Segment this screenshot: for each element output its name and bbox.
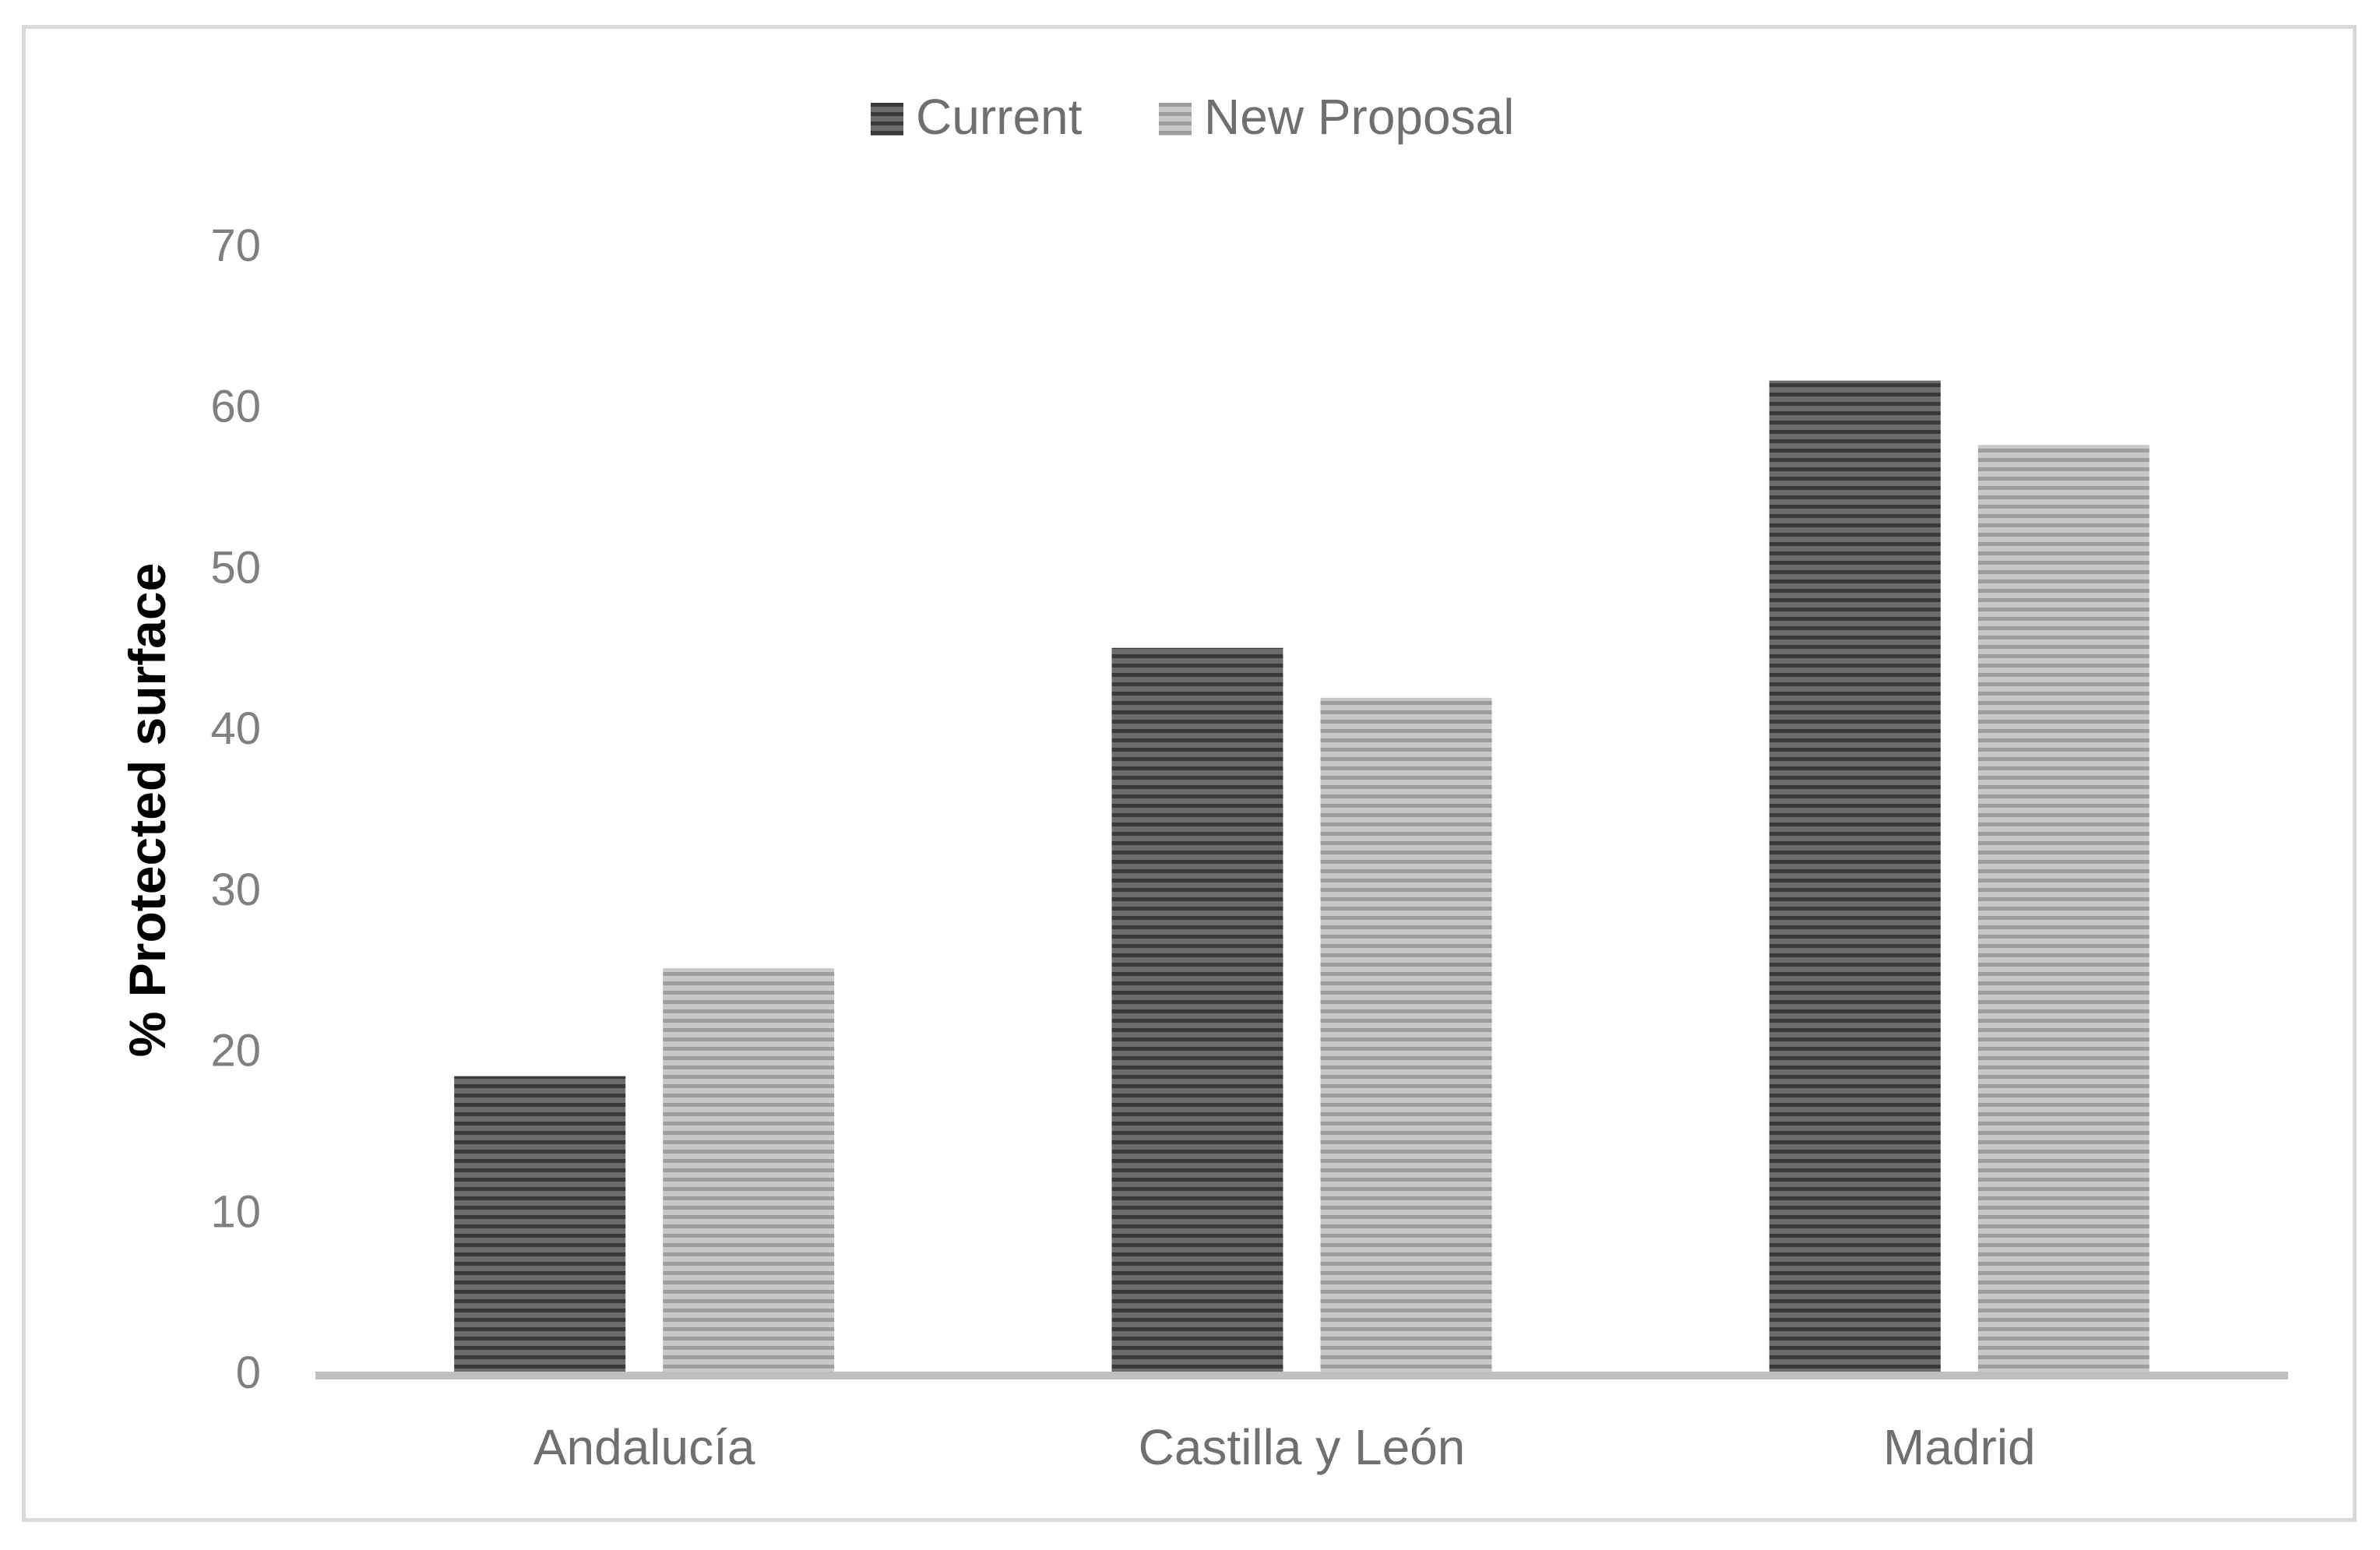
legend: Current New Proposal <box>871 89 1514 145</box>
bar-new-proposal-2 <box>1977 445 2149 1373</box>
bar-new-proposal-1 <box>1320 697 1492 1372</box>
y-tick-label: 20 <box>210 1026 261 1076</box>
x-category-label: Madrid <box>1883 1419 2036 1475</box>
y-tick-label: 30 <box>210 865 261 915</box>
bar-current-0 <box>454 1076 626 1372</box>
y-tick-label: 70 <box>210 220 261 271</box>
legend-swatch-new-proposal <box>1159 103 1192 136</box>
y-tick-label: 10 <box>210 1186 261 1237</box>
legend-label-new-proposal: New Proposal <box>1204 89 1514 145</box>
y-tick-label: 0 <box>236 1347 261 1398</box>
legend-label-current: Current <box>916 89 1083 145</box>
x-category-label: Castilla y León <box>1139 1419 1466 1475</box>
x-category-label: Andalucía <box>533 1419 755 1475</box>
y-tick-label: 40 <box>210 703 261 754</box>
legend-swatch-current <box>871 103 903 136</box>
y-axis-title: % Protected surface <box>118 563 176 1058</box>
x-axis-labels: Andalucía Castilla y León Madrid <box>533 1419 2036 1475</box>
bars <box>454 380 2149 1373</box>
bar-current-1 <box>1111 647 1283 1372</box>
y-tick-label: 50 <box>210 542 261 593</box>
y-tick-label: 60 <box>210 382 261 432</box>
bar-current-2 <box>1769 380 1941 1372</box>
bar-new-proposal-0 <box>663 968 835 1372</box>
y-axis-ticks: 0 10 20 30 40 50 60 70 <box>210 220 261 1398</box>
